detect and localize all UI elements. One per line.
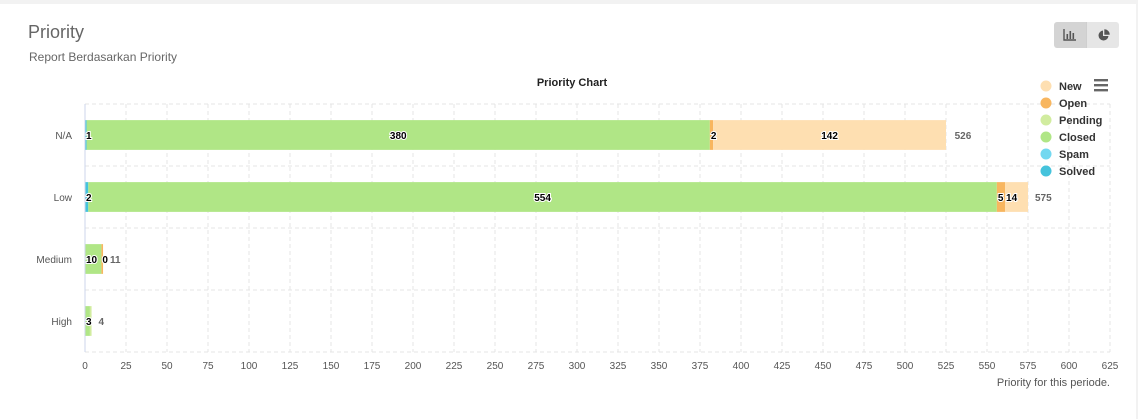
y-tick-label: Low (54, 193, 73, 204)
y-tick-label: N/A (55, 131, 72, 142)
x-tick-label: 575 (1020, 361, 1037, 372)
x-tick-label: 150 (323, 361, 340, 372)
legend-swatch (1040, 165, 1052, 177)
x-tick-label: 100 (241, 361, 258, 372)
data-label: 3 (86, 317, 92, 328)
x-tick-label: 175 (364, 361, 381, 372)
data-label: 554 (534, 193, 551, 204)
bar-segment-closed[interactable] (85, 306, 90, 336)
x-tick-label: 125 (282, 361, 299, 372)
x-tick-label: 300 (569, 361, 586, 372)
x-tick-label: 275 (528, 361, 545, 372)
legend-swatch (1040, 97, 1052, 109)
legend-swatch (1040, 148, 1052, 160)
legend-label: Spam (1059, 149, 1089, 161)
bar-view-button[interactable] (1054, 22, 1086, 48)
x-tick-label: 600 (1061, 361, 1078, 372)
chart-legend: New Open Pending Closed Spam Solved (1040, 80, 1103, 179)
data-label: 0 (102, 255, 108, 266)
chart-grid (84, 103, 1111, 353)
x-tick-label: 225 (446, 361, 463, 372)
x-tick-label: 75 (202, 361, 214, 372)
stack-total-label: 4 (99, 317, 105, 328)
x-tick-label: 550 (979, 361, 996, 372)
data-label: 142 (821, 131, 838, 142)
legend-swatch (1040, 80, 1052, 92)
bar-segment-solved[interactable] (85, 120, 87, 150)
legend-item-open[interactable]: Open (1040, 97, 1088, 111)
x-tick-label: 200 (405, 361, 422, 372)
page-title: Priority (28, 22, 85, 42)
x-tick-label: 325 (610, 361, 627, 372)
chart-title: Priority Chart (537, 77, 608, 89)
x-tick-label: 350 (651, 361, 668, 372)
chart-axes: 0 25 50 75 100 125 150 175 200 225 250 275 300 325 350… (36, 104, 1119, 372)
x-tick-label: 625 (1102, 361, 1119, 372)
legend-item-solved[interactable]: Solved (1040, 165, 1096, 179)
data-label: 10 (86, 255, 98, 266)
x-tick-label: 250 (487, 361, 504, 372)
x-tick-label: 0 (82, 361, 88, 372)
bar-segment-open[interactable] (101, 244, 104, 274)
x-tick-label: 425 (774, 361, 791, 372)
bar-segment-pending[interactable] (89, 306, 92, 336)
stack-total-label: 526 (955, 131, 972, 142)
x-tick-label: 50 (161, 361, 173, 372)
data-label: 2 (711, 131, 717, 142)
x-tick-label: 25 (120, 361, 132, 372)
data-label: 2 (86, 193, 92, 204)
bar-segment-new[interactable] (1005, 182, 1028, 212)
legend-item-pending[interactable]: Pending (1040, 114, 1103, 128)
pie-chart-icon (1098, 28, 1110, 40)
y-tick-label: Medium (36, 255, 72, 266)
bar-segment-open[interactable] (996, 182, 1006, 212)
legend-item-spam[interactable]: Spam (1040, 148, 1090, 162)
legend-label: Closed (1059, 132, 1096, 144)
x-tick-label: 525 (938, 361, 955, 372)
stack-total-label: 575 (1035, 193, 1052, 204)
y-tick-label: High (51, 317, 72, 328)
legend-label: Open (1059, 98, 1087, 110)
x-tick-label: 375 (692, 361, 709, 372)
x-tick-label: 475 (856, 361, 873, 372)
legend-swatch (1040, 114, 1052, 126)
chart-data-labels: 1 380 2 142 526 2 554 5 14 575 10 0 11 3 4 (85, 130, 1052, 329)
bar-segment-open[interactable] (709, 120, 714, 150)
bar-segment-closed[interactable] (86, 120, 710, 150)
chart-bars (85, 120, 1028, 336)
x-tick-label: 400 (733, 361, 750, 372)
x-tick-label: 500 (897, 361, 914, 372)
bar-segment-closed[interactable] (85, 244, 102, 274)
legend-label: New (1059, 81, 1082, 93)
data-label: 14 (1006, 193, 1018, 204)
x-tick-label: 450 (815, 361, 832, 372)
page-subtitle: Report Berdasarkan Priority (29, 50, 178, 64)
bar-segment-closed[interactable] (88, 182, 997, 212)
legend-swatch (1040, 131, 1052, 143)
view-toggle (1054, 22, 1119, 48)
data-label: 380 (390, 131, 407, 142)
bar-segment-solved[interactable] (85, 182, 89, 212)
bar-chart-icon (1063, 29, 1076, 41)
legend-label: Solved (1059, 166, 1095, 178)
pie-view-button[interactable] (1086, 22, 1119, 48)
legend-item-closed[interactable]: Closed (1040, 131, 1096, 145)
stack-total-label: 11 (110, 255, 121, 266)
data-label: 5 (998, 193, 1004, 204)
x-axis-label: Priority for this periode. (997, 377, 1110, 389)
bar-segment-new[interactable] (713, 120, 946, 150)
legend-item-new[interactable]: New (1040, 80, 1083, 94)
data-label: 1 (86, 131, 92, 142)
chart-menu-icon[interactable] (1093, 78, 1109, 92)
legend-label: Pending (1059, 115, 1102, 127)
